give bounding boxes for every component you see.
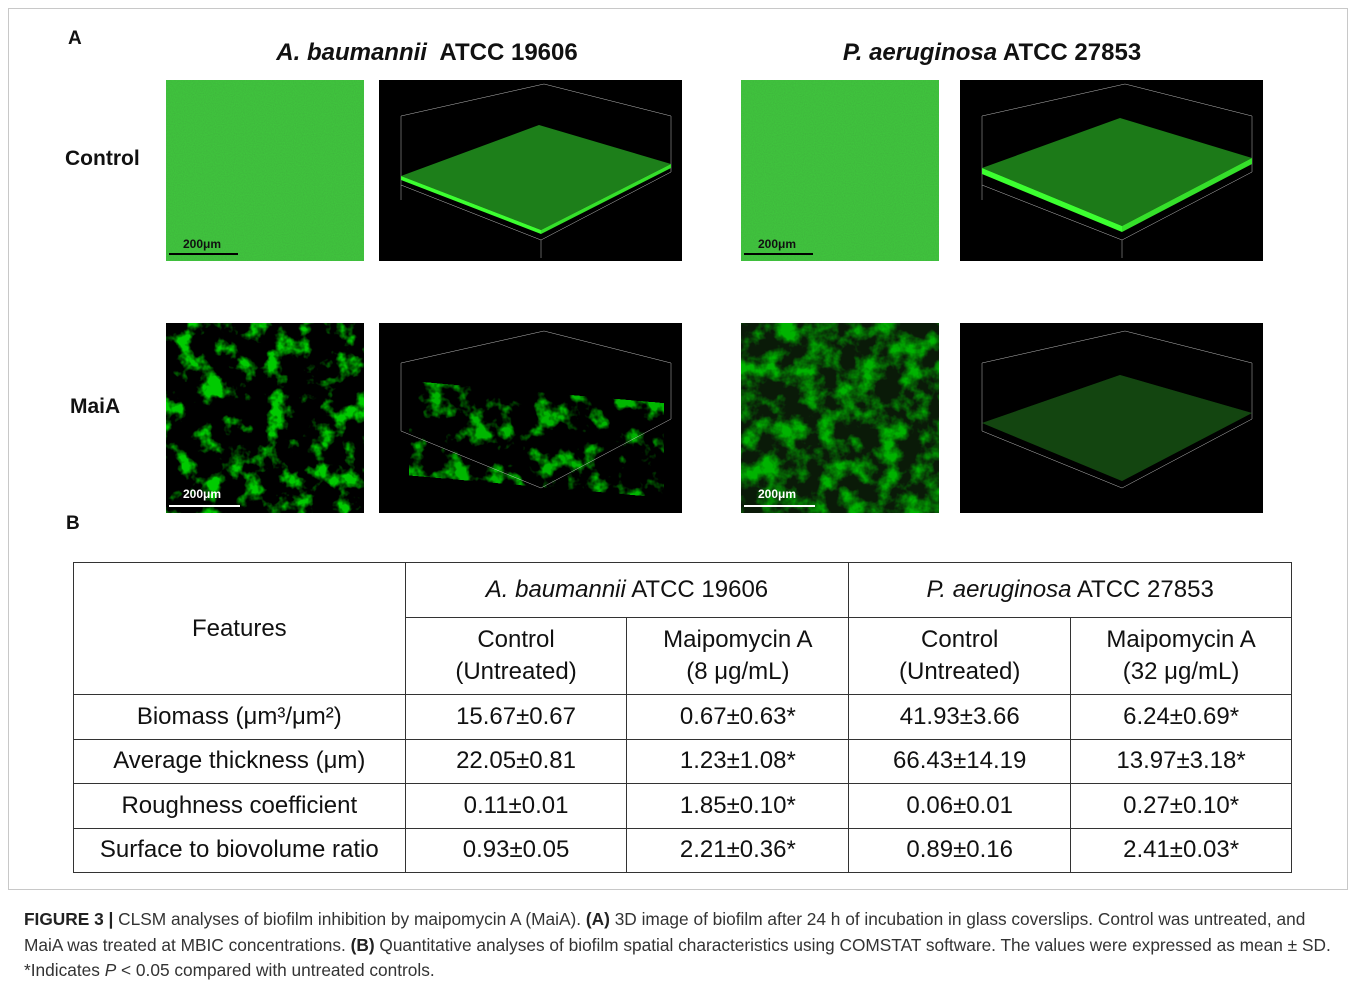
scale-bar-label: 200μm bbox=[183, 237, 221, 251]
scale-bar-label: 200μm bbox=[183, 487, 221, 501]
panel-a-images bbox=[0, 0, 1357, 530]
strain: ATCC 19606 bbox=[631, 576, 768, 603]
strain: ATCC 27853 bbox=[1077, 576, 1214, 603]
row-label: MaiA bbox=[70, 395, 120, 419]
scale-bar-label: 200μm bbox=[758, 487, 796, 501]
row-header: Average thickness (μm) bbox=[74, 739, 406, 784]
group-header: P. aeruginosa ATCC 27853 bbox=[849, 563, 1292, 618]
cell: 1.85±0.10* bbox=[627, 784, 849, 829]
species: A. baumannii bbox=[276, 39, 427, 66]
sub-header: Control(Untreated) bbox=[849, 618, 1071, 695]
cell: 13.97±3.18* bbox=[1071, 739, 1292, 784]
cell: 0.27±0.10* bbox=[1071, 784, 1292, 829]
figure-caption: FIGURE 3 | CLSM analyses of biofilm inhi… bbox=[24, 907, 1334, 984]
group-header: A. baumannii ATCC 19606 bbox=[405, 563, 849, 618]
biofilm-3d bbox=[379, 80, 682, 261]
cell: 0.11±0.01 bbox=[405, 784, 627, 829]
caption-ref: (B) bbox=[351, 935, 375, 955]
caption-ref: (A) bbox=[586, 909, 610, 929]
cell: 6.24±0.69* bbox=[1071, 695, 1292, 740]
cell: 22.05±0.81 bbox=[405, 739, 627, 784]
column-title: P. aeruginosa ATCC 27853 bbox=[787, 39, 1197, 67]
biofilm-3d bbox=[960, 323, 1263, 513]
cell: 66.43±14.19 bbox=[849, 739, 1071, 784]
cell: 0.93±0.05 bbox=[405, 828, 627, 873]
sub-header-line: Control bbox=[849, 624, 1070, 656]
panel-label: A bbox=[68, 28, 82, 50]
cell: 2.41±0.03* bbox=[1071, 828, 1292, 873]
sub-header-line: (8 μg/mL) bbox=[627, 656, 848, 688]
sub-header: Maipomycin A(8 μg/mL) bbox=[627, 618, 849, 695]
caption-text: < 0.05 compared with untreated controls. bbox=[116, 960, 434, 980]
cell: 1.23±1.08* bbox=[627, 739, 849, 784]
sub-header-line: Maipomycin A bbox=[627, 624, 848, 656]
caption-text: CLSM analyses of biofilm inhibition by m… bbox=[113, 909, 586, 929]
sub-header: Control(Untreated) bbox=[405, 618, 627, 695]
row-label: Control bbox=[65, 147, 140, 171]
page: {"panel_a":{"label":"A","columns":[{"spe… bbox=[0, 0, 1357, 988]
cell: 0.67±0.63* bbox=[627, 695, 849, 740]
cell: 0.89±0.16 bbox=[849, 828, 1071, 873]
sub-header: Maipomycin A(32 μg/mL) bbox=[1071, 618, 1292, 695]
species: P. aeruginosa bbox=[843, 39, 997, 66]
species: A. baumannii bbox=[486, 576, 626, 603]
sub-header-line: (Untreated) bbox=[849, 656, 1070, 688]
scale-bar-label: 200μm bbox=[758, 237, 796, 251]
cell: 15.67±0.67 bbox=[405, 695, 627, 740]
column-title: A. baumannii ATCC 19606 bbox=[222, 39, 632, 67]
corner-header: Features bbox=[74, 563, 406, 695]
cell: 2.21±0.36* bbox=[627, 828, 849, 873]
row-header: Surface to biovolume ratio bbox=[74, 828, 406, 873]
cell: 41.93±3.66 bbox=[849, 695, 1071, 740]
row-header: Roughness coefficient bbox=[74, 784, 406, 829]
sub-header-line: (32 μg/mL) bbox=[1071, 656, 1291, 688]
sub-header-line: (Untreated) bbox=[406, 656, 627, 688]
strain: ATCC 19606 bbox=[439, 39, 577, 66]
sub-header-line: Maipomycin A bbox=[1071, 624, 1291, 656]
caption-symbol: P bbox=[105, 960, 117, 980]
row-header: Biomass (μm³/μm²) bbox=[74, 695, 406, 740]
strain: ATCC 27853 bbox=[1003, 39, 1141, 66]
sub-header-line: Control bbox=[406, 624, 627, 656]
biofilm-3d bbox=[379, 323, 682, 513]
species: P. aeruginosa bbox=[926, 576, 1071, 603]
cell: 0.06±0.01 bbox=[849, 784, 1071, 829]
caption-label: FIGURE 3 | bbox=[24, 909, 113, 929]
panel-label: B bbox=[66, 513, 80, 535]
biofilm-3d bbox=[960, 80, 1263, 261]
